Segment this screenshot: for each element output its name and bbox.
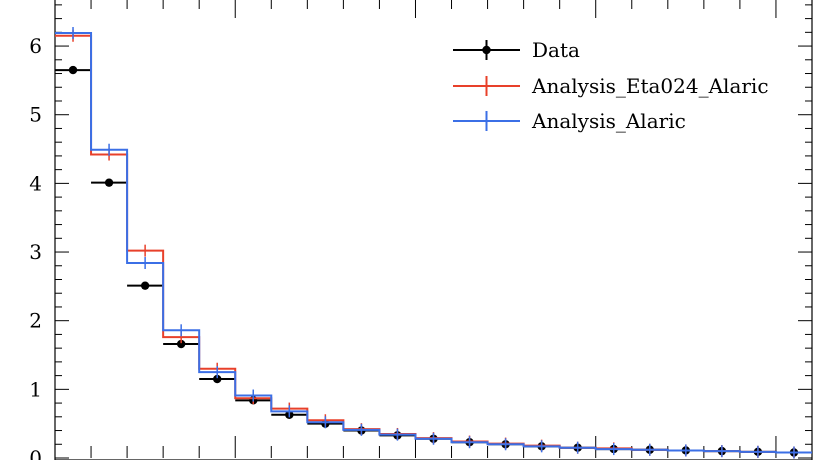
y-tick-label: 6 bbox=[29, 34, 42, 58]
legend-entry-eta024: Analysis_Eta024_Alaric bbox=[453, 74, 769, 98]
y-tick-label: 3 bbox=[29, 240, 42, 264]
y-tick-label: 5 bbox=[29, 103, 42, 127]
y-tick-label: 0 bbox=[29, 446, 42, 460]
series-layer bbox=[55, 27, 812, 459]
data-point bbox=[213, 374, 222, 384]
legend-entry-data: Data bbox=[453, 38, 580, 62]
legend-data-marker bbox=[482, 45, 491, 55]
legend-alaric-label: Analysis_Alaric bbox=[531, 109, 686, 133]
data-point bbox=[104, 178, 114, 187]
data-point bbox=[140, 281, 150, 290]
legend-data-label: Data bbox=[532, 38, 580, 62]
axis-ticks: 0 1 2 3 4 5 6 bbox=[29, 0, 813, 460]
plot-frame bbox=[54, 0, 813, 460]
legend-entry-alaric: Analysis_Alaric bbox=[453, 109, 686, 133]
series-data bbox=[55, 65, 812, 457]
series-analysis-alaric bbox=[55, 27, 812, 459]
step-line bbox=[55, 34, 812, 454]
y-tick-label: 4 bbox=[29, 171, 42, 195]
legend-eta024-label: Analysis_Eta024_Alaric bbox=[531, 74, 769, 98]
y-tick-label: 1 bbox=[29, 377, 42, 401]
data-point bbox=[176, 339, 186, 349]
legend: Data Analysis_Eta024_Alaric Analysis_Ala… bbox=[453, 38, 769, 133]
data-point bbox=[68, 65, 78, 75]
y-tick-label: 2 bbox=[29, 309, 42, 333]
